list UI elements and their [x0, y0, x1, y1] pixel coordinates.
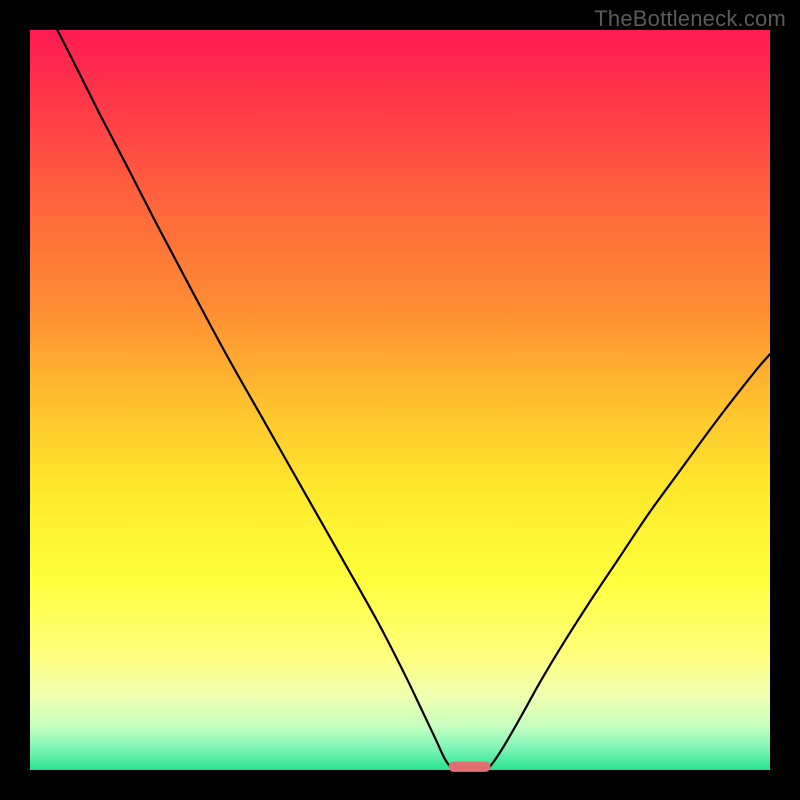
source-label: TheBottleneck.com	[594, 6, 786, 32]
bottleneck-curve	[30, 30, 770, 770]
plot-area	[30, 30, 770, 770]
chart-frame: TheBottleneck.com	[0, 0, 800, 800]
optimal-point-marker	[448, 762, 491, 772]
curve-right-branch	[490, 354, 770, 767]
curve-left-branch	[57, 30, 450, 767]
